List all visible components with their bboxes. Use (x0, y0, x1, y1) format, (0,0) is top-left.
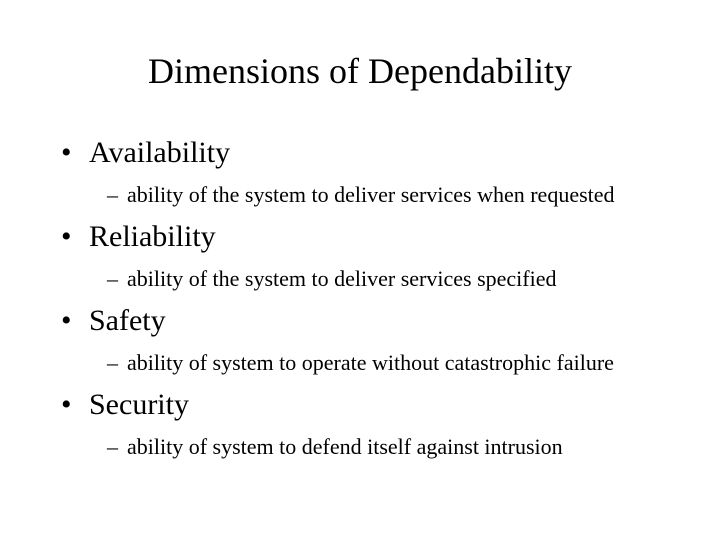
list-item: • Reliability – ability of the system to… (55, 220, 665, 292)
level2-label: ability of the system to deliver service… (127, 182, 615, 208)
level1-label: Availability (89, 136, 230, 170)
sub-list: – ability of the system to deliver servi… (55, 182, 665, 208)
list-item: • Security – ability of system to defend… (55, 388, 665, 460)
level1-row: • Reliability (61, 220, 665, 254)
sub-list-item: – ability of the system to deliver servi… (107, 182, 665, 208)
level1-row: • Availability (61, 136, 665, 170)
sub-list: – ability of system to operate without c… (55, 350, 665, 376)
level2-label: ability of system to defend itself again… (127, 434, 563, 460)
level1-row: • Safety (61, 304, 665, 338)
sub-list-item: – ability of system to operate without c… (107, 350, 665, 376)
bullet-icon: • (61, 388, 89, 422)
sub-list: – ability of system to defend itself aga… (55, 434, 665, 460)
bullet-icon: • (61, 136, 89, 170)
bullet-icon: • (61, 220, 89, 254)
list-item: • Safety – ability of system to operate … (55, 304, 665, 376)
dash-icon: – (107, 266, 127, 292)
dash-icon: – (107, 434, 127, 460)
dash-icon: – (107, 182, 127, 208)
dash-icon: – (107, 350, 127, 376)
level1-label: Reliability (89, 220, 216, 254)
level1-label: Security (89, 388, 189, 422)
level1-label: Safety (89, 304, 166, 338)
bullet-list: • Availability – ability of the system t… (55, 136, 665, 460)
sub-list: – ability of the system to deliver servi… (55, 266, 665, 292)
sub-list-item: – ability of system to defend itself aga… (107, 434, 665, 460)
bullet-icon: • (61, 304, 89, 338)
level2-label: ability of the system to deliver service… (127, 266, 556, 292)
list-item: • Availability – ability of the system t… (55, 136, 665, 208)
sub-list-item: – ability of the system to deliver servi… (107, 266, 665, 292)
level2-label: ability of system to operate without cat… (127, 350, 614, 376)
slide-title: Dimensions of Dependability (55, 50, 665, 92)
level1-row: • Security (61, 388, 665, 422)
